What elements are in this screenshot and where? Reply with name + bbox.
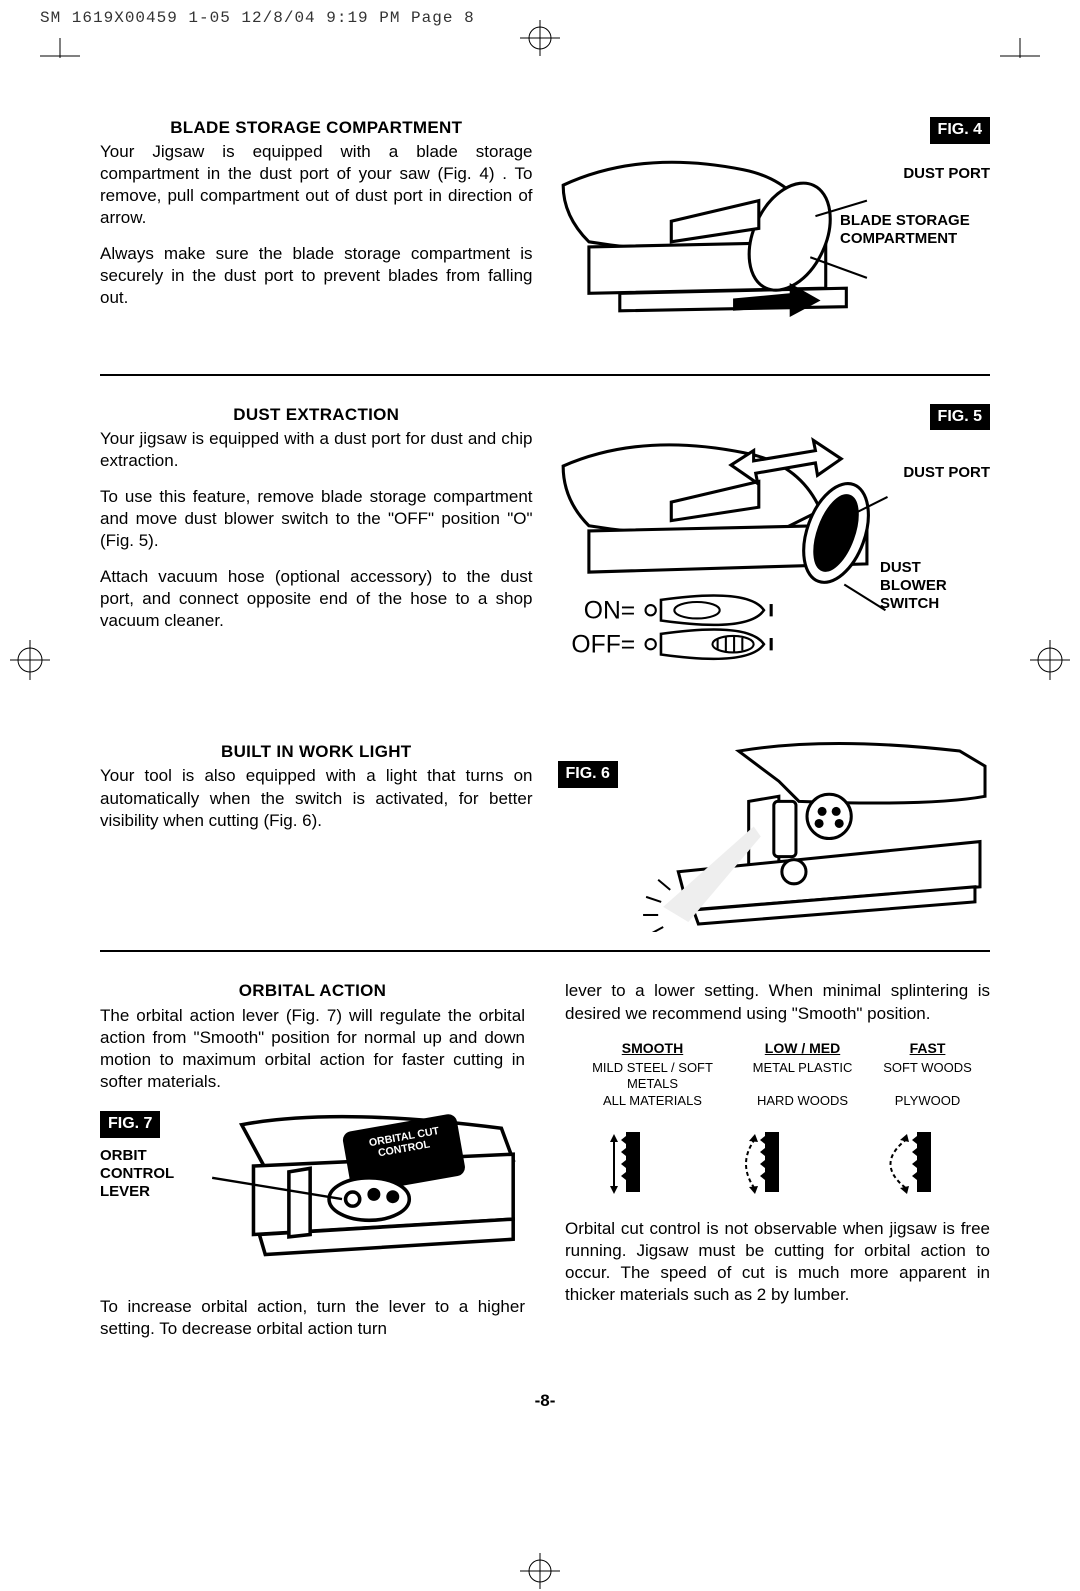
para: Orbital cut control is not observable wh… [565, 1218, 990, 1306]
heading-orbital: ORBITAL ACTION [100, 980, 525, 1002]
svg-text:ON=: ON= [583, 598, 634, 625]
section-orbital: ORBITAL ACTION The orbital action lever … [100, 950, 990, 1372]
blade-icon-fast [869, 1124, 959, 1204]
fig-badge-6: FIG. 6 [558, 761, 618, 788]
para: To use this feature, remove blade storag… [100, 486, 533, 552]
heading-dust: DUST EXTRACTION [100, 404, 533, 426]
blade-icons-row [565, 1124, 990, 1204]
orbital-table-row: MILD STEEL / SOFT METALS METAL PLASTIC S… [565, 1060, 990, 1094]
para: Your tool is also equipped with a light … [100, 765, 533, 831]
page-content: BLADE STORAGE COMPARTMENT Your Jigsaw is… [0, 37, 1080, 1443]
section-work-light: BUILT IN WORK LIGHT Your tool is also eq… [100, 691, 990, 950]
section-dust-extraction: DUST EXTRACTION Your jigsaw is equipped … [100, 374, 990, 692]
para: Attach vacuum hose (optional accessory) … [100, 566, 533, 632]
svg-text:OFF=: OFF= [571, 632, 635, 659]
orbital-table-row: ALL MATERIALS HARD WOODS PLYWOOD [565, 1093, 990, 1110]
heading-light: BUILT IN WORK LIGHT [100, 741, 533, 763]
label-dust-blower: DUST BLOWER SWITCH [880, 559, 990, 613]
para: Always make sure the blade storage compa… [100, 243, 533, 309]
section-blade-storage: BLADE STORAGE COMPARTMENT Your Jigsaw is… [100, 117, 990, 374]
para: lever to a lower setting. When minimal s… [565, 980, 990, 1024]
para: Your Jigsaw is equipped with a blade sto… [100, 141, 533, 229]
blade-icon-smooth [596, 1124, 666, 1204]
orbital-table-header: SMOOTH LOW / MED FAST [565, 1039, 990, 1058]
page-number: -8- [100, 1390, 990, 1412]
heading-blade-storage: BLADE STORAGE COMPARTMENT [100, 117, 533, 139]
fig-badge-5: FIG. 5 [930, 404, 990, 431]
fig-badge-7: FIG. 7 [100, 1111, 160, 1138]
fig-badge-4: FIG. 4 [930, 117, 990, 144]
blade-icon-lowmed [727, 1124, 807, 1204]
label-dust-port-5: DUST PORT [903, 464, 990, 482]
para: The orbital action lever (Fig. 7) will r… [100, 1005, 525, 1093]
label-blade-storage: BLADE STORAGE COMPARTMENT [840, 212, 1000, 248]
para: Your jigsaw is equipped with a dust port… [100, 428, 533, 472]
label-dust-port: DUST PORT [903, 165, 990, 183]
print-header: SM 1619X00459 1-05 12/8/04 9:19 PM Page … [0, 0, 1080, 37]
para: To increase orbital action, turn the lev… [100, 1296, 525, 1340]
label-orbit-lever: ORBIT CONTROL LEVER [100, 1147, 200, 1201]
figure-6-illustration [628, 741, 990, 932]
